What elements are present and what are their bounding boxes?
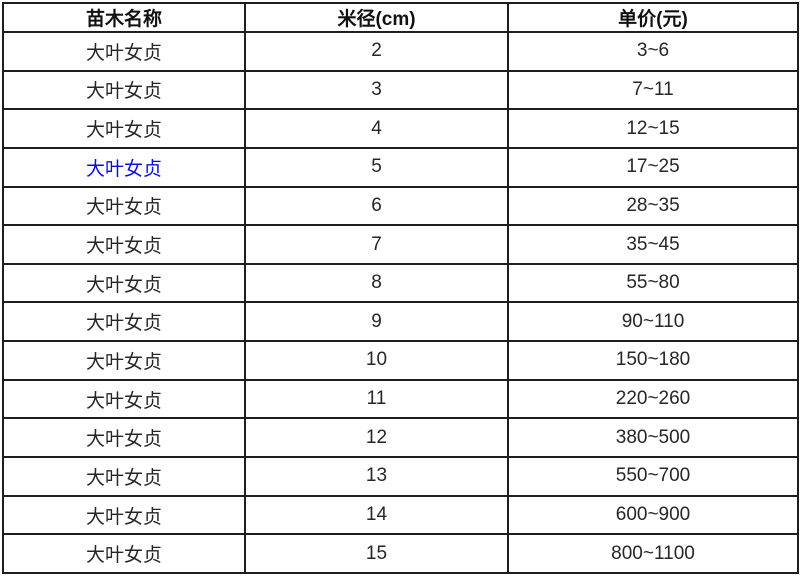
cell-unit-price: 220~260: [507, 378, 799, 420]
cell-seedling-name: 大叶女贞: [2, 185, 246, 227]
cell-seedling-name: 大叶女贞: [2, 108, 246, 149]
table-row: 大叶女贞 6 28~35: [2, 185, 799, 227]
cell-seedling-name: 大叶女贞: [2, 533, 246, 574]
cell-seedling-name: 大叶女贞: [2, 417, 246, 459]
cell-unit-price: 12~15: [507, 108, 799, 149]
header-cell-diameter: 米径(cm): [244, 2, 509, 33]
table-row: 大叶女贞 8 55~80: [2, 262, 799, 304]
cell-unit-price: 55~80: [507, 262, 799, 304]
cell-diameter: 15: [244, 533, 509, 574]
cell-unit-price: 28~35: [507, 185, 799, 227]
table-row: 大叶女贞 15 800~1100: [2, 533, 799, 574]
cell-seedling-name: 大叶女贞: [2, 262, 246, 304]
cell-diameter: 3: [244, 69, 509, 111]
cell-unit-price: 17~25: [507, 146, 799, 188]
cell-unit-price: 550~700: [507, 456, 799, 497]
table-row: 大叶女贞 12 380~500: [2, 417, 799, 459]
cell-diameter: 11: [244, 378, 509, 420]
cell-unit-price: 600~900: [507, 494, 799, 536]
cell-seedling-name: 大叶女贞: [2, 69, 246, 111]
cell-diameter: 9: [244, 301, 509, 343]
cell-seedling-name: 大叶女贞: [2, 31, 246, 72]
cell-diameter: 6: [244, 185, 509, 227]
cell-seedling-name: 大叶女贞: [2, 224, 246, 265]
cell-diameter: 10: [244, 340, 509, 381]
cell-unit-price: 7~11: [507, 69, 799, 111]
table-row: 大叶女贞 13 550~700: [2, 456, 799, 497]
cell-seedling-name-link[interactable]: 大叶女贞: [2, 146, 246, 188]
header-cell-seedling-name: 苗木名称: [2, 2, 246, 33]
table-row: 大叶女贞 9 90~110: [2, 301, 799, 343]
cell-unit-price: 35~45: [507, 224, 799, 265]
cell-diameter: 14: [244, 494, 509, 536]
table-row: 大叶女贞 14 600~900: [2, 494, 799, 536]
table-row: 大叶女贞 11 220~260: [2, 378, 799, 420]
cell-unit-price: 3~6: [507, 31, 799, 72]
cell-seedling-name: 大叶女贞: [2, 494, 246, 536]
cell-diameter: 12: [244, 417, 509, 459]
cell-seedling-name: 大叶女贞: [2, 378, 246, 420]
cell-diameter: 5: [244, 146, 509, 188]
cell-unit-price: 150~180: [507, 340, 799, 381]
table-row: 大叶女贞 4 12~15: [2, 108, 799, 149]
cell-unit-price: 90~110: [507, 301, 799, 343]
cell-unit-price: 380~500: [507, 417, 799, 459]
seedling-price-table: 苗木名称 米径(cm) 单价(元) 大叶女贞 2 3~6 大叶女贞 3 7~11…: [2, 2, 799, 574]
cell-seedling-name: 大叶女贞: [2, 301, 246, 343]
header-row: 苗木名称 米径(cm) 单价(元): [2, 2, 799, 33]
cell-diameter: 8: [244, 262, 509, 304]
table-row: 大叶女贞 3 7~11: [2, 69, 799, 111]
cell-seedling-name: 大叶女贞: [2, 456, 246, 497]
cell-seedling-name: 大叶女贞: [2, 340, 246, 381]
table-row: 大叶女贞 10 150~180: [2, 340, 799, 381]
table-row: 大叶女贞 2 3~6: [2, 31, 799, 72]
cell-diameter: 7: [244, 224, 509, 265]
cell-diameter: 2: [244, 31, 509, 72]
cell-diameter: 4: [244, 108, 509, 149]
table-row: 大叶女贞 7 35~45: [2, 224, 799, 265]
cell-unit-price: 800~1100: [507, 533, 799, 574]
table-row: 大叶女贞 5 17~25: [2, 146, 799, 188]
cell-diameter: 13: [244, 456, 509, 497]
header-cell-unit-price: 单价(元): [507, 2, 799, 33]
